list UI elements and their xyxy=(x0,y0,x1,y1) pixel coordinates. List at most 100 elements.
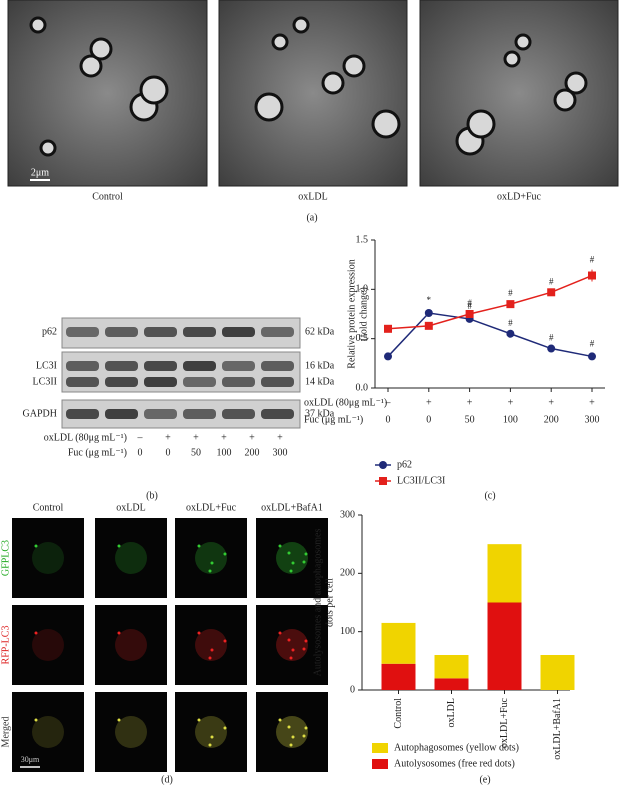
marker xyxy=(465,310,474,318)
column-label: oxLDL xyxy=(116,502,145,513)
annotation: # xyxy=(590,255,595,265)
vesicle xyxy=(271,33,289,51)
image-label: oxLDL xyxy=(298,191,327,202)
puncta xyxy=(208,569,212,573)
size-label: 37 kDa xyxy=(305,408,335,419)
row-cell: + xyxy=(508,397,514,408)
row-cell: + xyxy=(467,397,473,408)
band xyxy=(183,377,216,387)
y-label: Autolysosomes and autophagosomes xyxy=(312,529,323,677)
fluorescence-image xyxy=(12,518,84,598)
band xyxy=(105,361,138,371)
puncta xyxy=(117,544,121,548)
column-label: Control xyxy=(33,502,64,513)
fluorescence-image xyxy=(12,692,84,772)
puncta xyxy=(117,631,121,635)
puncta xyxy=(291,735,295,739)
puncta xyxy=(223,552,227,556)
annotation: # xyxy=(467,301,472,311)
vesicle xyxy=(79,54,103,78)
cell-glow xyxy=(276,629,308,661)
puncta xyxy=(304,552,308,556)
y-label: dots per cell xyxy=(324,578,335,627)
vesicle xyxy=(553,88,577,112)
row-label: Merged xyxy=(0,717,11,748)
puncta xyxy=(34,631,38,635)
marker xyxy=(384,352,392,361)
legend-marker xyxy=(379,477,387,485)
puncta xyxy=(291,648,295,652)
column-label: oxLDL+BafA1 xyxy=(261,502,323,513)
row-label: oxLDL (80μg mL⁻¹) xyxy=(304,397,387,408)
cell-glow xyxy=(276,716,308,748)
row-label: oxLDL (80μg mL⁻¹) xyxy=(44,432,127,443)
row-label: GFPLC3 xyxy=(0,540,11,576)
legend-label: Autophagosomes (yellow dots) xyxy=(394,742,519,753)
cell-glow xyxy=(115,629,147,661)
vesicle xyxy=(29,16,47,34)
puncta xyxy=(197,718,201,722)
y-label: Relative protein expression xyxy=(346,259,357,368)
legend-label: p62 xyxy=(397,459,412,470)
row-cell: + xyxy=(548,397,554,408)
x-tick-label: 300 xyxy=(585,414,600,425)
x-tick-label: 100 xyxy=(503,414,518,425)
legend-label: LC3II/LC3I xyxy=(397,475,445,486)
caption: (c) xyxy=(484,490,495,501)
puncta xyxy=(210,561,214,565)
fluorescence-image xyxy=(175,605,247,685)
fluorescence-image xyxy=(175,692,247,772)
x-tick-label: Control xyxy=(393,698,404,729)
cell-glow xyxy=(32,542,64,574)
legend-label: Autolysosomes (free red dots) xyxy=(394,758,515,769)
cell-glow xyxy=(276,542,308,574)
band xyxy=(183,361,216,371)
fluorescence-image xyxy=(12,605,84,685)
row-cell: 0 xyxy=(138,447,143,458)
x-tick-label: 50 xyxy=(465,414,475,425)
y-tick-label: 1.5 xyxy=(356,234,369,245)
puncta xyxy=(304,726,308,730)
bar-segment xyxy=(540,655,575,690)
cell-glow xyxy=(115,716,147,748)
row-label: RFP-LC3 xyxy=(0,626,11,665)
row-cell: + xyxy=(589,397,595,408)
band xyxy=(66,409,99,419)
row-cell: 300 xyxy=(273,447,288,458)
caption: (a) xyxy=(306,212,317,223)
annotation: # xyxy=(590,339,595,349)
bar-segment xyxy=(434,678,469,690)
y-tick-label: 0 xyxy=(350,684,355,695)
scale-label: 30μm xyxy=(21,755,40,764)
band xyxy=(261,377,294,387)
band xyxy=(261,361,294,371)
bar-segment xyxy=(434,655,469,679)
caption: (d) xyxy=(161,774,173,785)
row-cell: 0 xyxy=(166,447,171,458)
series-line xyxy=(387,312,593,358)
fluorescence-image xyxy=(256,692,328,772)
band xyxy=(183,327,216,337)
annotation: # xyxy=(508,288,513,298)
band xyxy=(222,361,255,371)
band xyxy=(222,409,255,419)
vesicle xyxy=(89,37,113,61)
caption: (e) xyxy=(479,774,490,785)
vesicle xyxy=(254,92,284,122)
cell-glow xyxy=(195,716,227,748)
fluorescence-image xyxy=(256,605,328,685)
annotation: * xyxy=(427,295,432,305)
puncta xyxy=(197,544,201,548)
x-tick-label: 0 xyxy=(426,414,431,425)
caption: (b) xyxy=(146,490,158,501)
micrograph xyxy=(218,0,408,187)
row-cell: + xyxy=(193,432,199,443)
puncta xyxy=(34,544,38,548)
y-tick-label: 1.0 xyxy=(356,284,369,295)
cell-glow xyxy=(195,542,227,574)
annotation: # xyxy=(549,333,554,343)
row-cell: + xyxy=(249,432,255,443)
y-tick-label: 300 xyxy=(340,509,355,520)
legend-swatch xyxy=(372,759,388,769)
puncta xyxy=(302,560,306,564)
